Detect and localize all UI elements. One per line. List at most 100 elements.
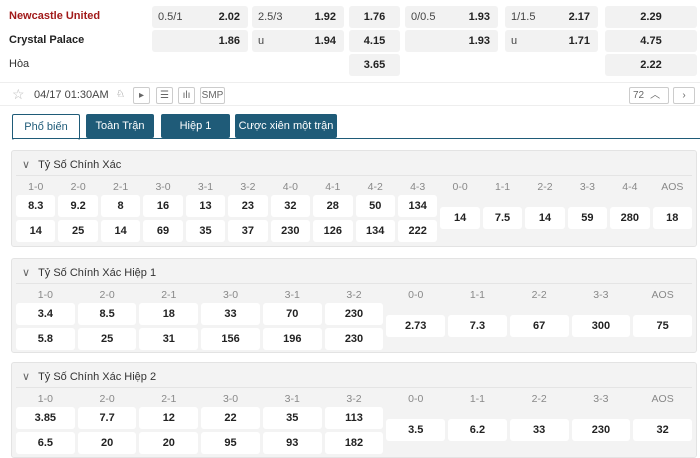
odds-cell[interactable]: 230 [324, 328, 384, 350]
odds-cell[interactable]: 0.5/1 2.02 [152, 6, 248, 28]
odds-cell[interactable]: 12 [139, 407, 199, 429]
odds-cell[interactable]: 8 [100, 195, 141, 217]
score-column: 0-0 2.73 [386, 287, 446, 353]
odds-cell[interactable]: 7.3 [448, 315, 507, 337]
match-odds: Newcastle United 0.5/1 2.02 2.5/3 1.92 1.76 0/… [0, 5, 700, 77]
odds-cell[interactable]: 3.5 [386, 419, 446, 441]
odds-cell[interactable]: 2.29 [605, 6, 697, 28]
odds-value: 2.22 [640, 59, 662, 71]
odds-cell[interactable]: 59 [567, 207, 608, 229]
next-button[interactable]: › [673, 87, 695, 104]
tab-3[interactable]: Cược xiên một trận [235, 114, 337, 138]
odds-cell[interactable]: 25 [58, 220, 98, 242]
odds-cell[interactable]: 2.73 [386, 315, 446, 337]
odds-cell[interactable]: 32 [270, 195, 311, 217]
odds-cell[interactable]: 230 [571, 419, 631, 441]
odds-cell[interactable]: 33 [509, 419, 569, 441]
chevron-down-icon[interactable]: ∨ [22, 267, 31, 279]
odds-cell[interactable]: 25 [77, 328, 137, 350]
odds-cell[interactable]: 3.85 [16, 407, 75, 429]
odds-cell[interactable]: 156 [201, 328, 260, 350]
odds-cell[interactable]: 32 [633, 419, 692, 441]
odds-cell[interactable]: 14 [16, 220, 56, 242]
live-icon[interactable]: ♘ [112, 87, 129, 104]
odds-cell[interactable]: 1/1.5 2.17 [505, 6, 598, 28]
odds-cell[interactable]: 75 [633, 315, 692, 337]
score-column: 2-0 8.5 25 [77, 287, 137, 353]
odds-cell[interactable]: 14 [100, 220, 141, 242]
odds-cell[interactable]: 280 [610, 207, 650, 229]
odds-cell[interactable]: 33 [201, 303, 260, 325]
odds-cell[interactable]: 69 [143, 220, 183, 242]
tab-2[interactable]: Hiệp 1 [161, 114, 230, 138]
odds-cell[interactable]: 8.5 [77, 303, 137, 325]
odds-cell[interactable]: 14 [525, 207, 565, 229]
section-header[interactable]: ∨ Tỷ Số Chính Xác [22, 158, 121, 171]
handicap-line: 0.5/1 [158, 11, 183, 23]
odds-cell[interactable]: 37 [228, 220, 268, 242]
odds-cell[interactable]: 6.5 [16, 432, 75, 454]
stats-icon[interactable]: ılı [178, 87, 195, 104]
odds-cell[interactable]: 1.93 [405, 30, 498, 52]
odds-cell[interactable]: 93 [262, 432, 322, 454]
odds-cell[interactable]: 113 [324, 407, 384, 429]
odds-cell[interactable]: 50 [355, 195, 395, 217]
odds-cell[interactable]: 3.65 [349, 54, 400, 76]
tab-0[interactable]: Phổ biến [12, 114, 80, 140]
odds-cell[interactable]: 2.5/3 1.92 [252, 6, 344, 28]
odds-cell[interactable]: 1.86 [152, 30, 248, 52]
odds-cell[interactable]: 35 [262, 407, 322, 429]
odds-cell[interactable]: 6.2 [448, 419, 507, 441]
odds-cell[interactable]: 31 [139, 328, 199, 350]
odds-cell[interactable]: 20 [139, 432, 199, 454]
odds-cell[interactable]: 3.4 [16, 303, 75, 325]
odds-cell[interactable]: 134 [397, 195, 438, 217]
odds-cell[interactable]: 230 [324, 303, 384, 325]
odds-cell[interactable]: 14 [440, 207, 480, 229]
odds-cell[interactable]: 134 [355, 220, 395, 242]
odds-cell[interactable]: u 1.94 [252, 30, 344, 52]
odds-cell[interactable]: u 1.71 [505, 30, 598, 52]
odds-cell[interactable]: 20 [77, 432, 137, 454]
score-column: 4-4 280 [610, 179, 650, 245]
odds-cell[interactable]: 35 [185, 220, 226, 242]
odds-cell[interactable]: 4.15 [349, 30, 400, 52]
odds-cell[interactable]: 70 [262, 303, 322, 325]
chevron-down-icon[interactable]: ∨ [22, 159, 31, 171]
odds-cell[interactable]: 4.75 [605, 30, 697, 52]
markets-count-button[interactable]: 72 ︿ [629, 87, 669, 104]
odds-cell[interactable]: 67 [509, 315, 569, 337]
odds-cell[interactable]: 222 [397, 220, 438, 242]
odds-cell[interactable]: 23 [228, 195, 268, 217]
odds-cell[interactable]: 2.22 [605, 54, 697, 76]
odds-cell[interactable]: 300 [571, 315, 631, 337]
odds-cell[interactable]: 13 [185, 195, 226, 217]
play-icon[interactable]: ▸ [133, 87, 150, 104]
chevron-down-icon[interactable]: ∨ [22, 371, 31, 383]
odds-cell[interactable]: 28 [313, 195, 353, 217]
odds-cell[interactable]: 0/0.5 1.93 [405, 6, 498, 28]
odds-cell[interactable]: 230 [270, 220, 311, 242]
odds-cell[interactable]: 16 [143, 195, 183, 217]
odds-cell[interactable]: 7.7 [77, 407, 137, 429]
odds-cell[interactable]: 182 [324, 432, 384, 454]
odds-cell[interactable]: 18 [652, 207, 692, 229]
smp-button[interactable]: SMP [200, 87, 225, 104]
score-label: 0-0 [408, 289, 424, 301]
odds-cell[interactable]: 8.3 [16, 195, 56, 217]
odds-cell[interactable]: 22 [201, 407, 260, 429]
odds-cell[interactable]: 196 [262, 328, 322, 350]
favorite-star-icon[interactable]: ☆ [12, 86, 25, 102]
odds-cell[interactable]: 5.8 [16, 328, 75, 350]
odds-cell[interactable]: 7.5 [482, 207, 523, 229]
odds-cell[interactable]: 95 [201, 432, 260, 454]
odds-cell[interactable]: 1.76 [349, 6, 400, 28]
section-header[interactable]: ∨ Tỷ Số Chính Xác Hiệp 2 [22, 370, 156, 383]
odds-cell[interactable]: 18 [139, 303, 199, 325]
score-column: 1-0 3.4 5.8 [16, 287, 75, 353]
odds-cell[interactable]: 126 [313, 220, 353, 242]
scoreboard-icon[interactable]: ☰ [156, 87, 173, 104]
odds-cell[interactable]: 9.2 [58, 195, 98, 217]
tab-1[interactable]: Toàn Trận [86, 114, 154, 138]
section-header[interactable]: ∨ Tỷ Số Chính Xác Hiệp 1 [22, 266, 156, 279]
